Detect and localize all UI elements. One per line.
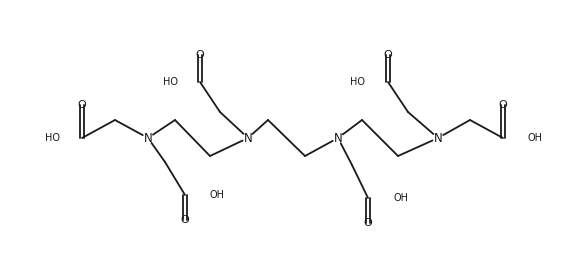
Text: OH: OH — [210, 190, 225, 200]
Text: N: N — [333, 131, 342, 144]
Text: O: O — [383, 50, 392, 60]
Text: O: O — [499, 100, 507, 110]
Text: N: N — [243, 131, 252, 144]
Text: O: O — [181, 215, 189, 225]
Text: HO: HO — [350, 77, 365, 87]
Text: N: N — [143, 131, 152, 144]
Text: N: N — [433, 131, 442, 144]
Text: HO: HO — [163, 77, 178, 87]
Text: O: O — [196, 50, 205, 60]
Text: OH: OH — [393, 193, 408, 203]
Text: O: O — [78, 100, 86, 110]
Text: OH: OH — [528, 133, 543, 143]
Text: O: O — [363, 218, 372, 228]
Text: HO: HO — [45, 133, 60, 143]
